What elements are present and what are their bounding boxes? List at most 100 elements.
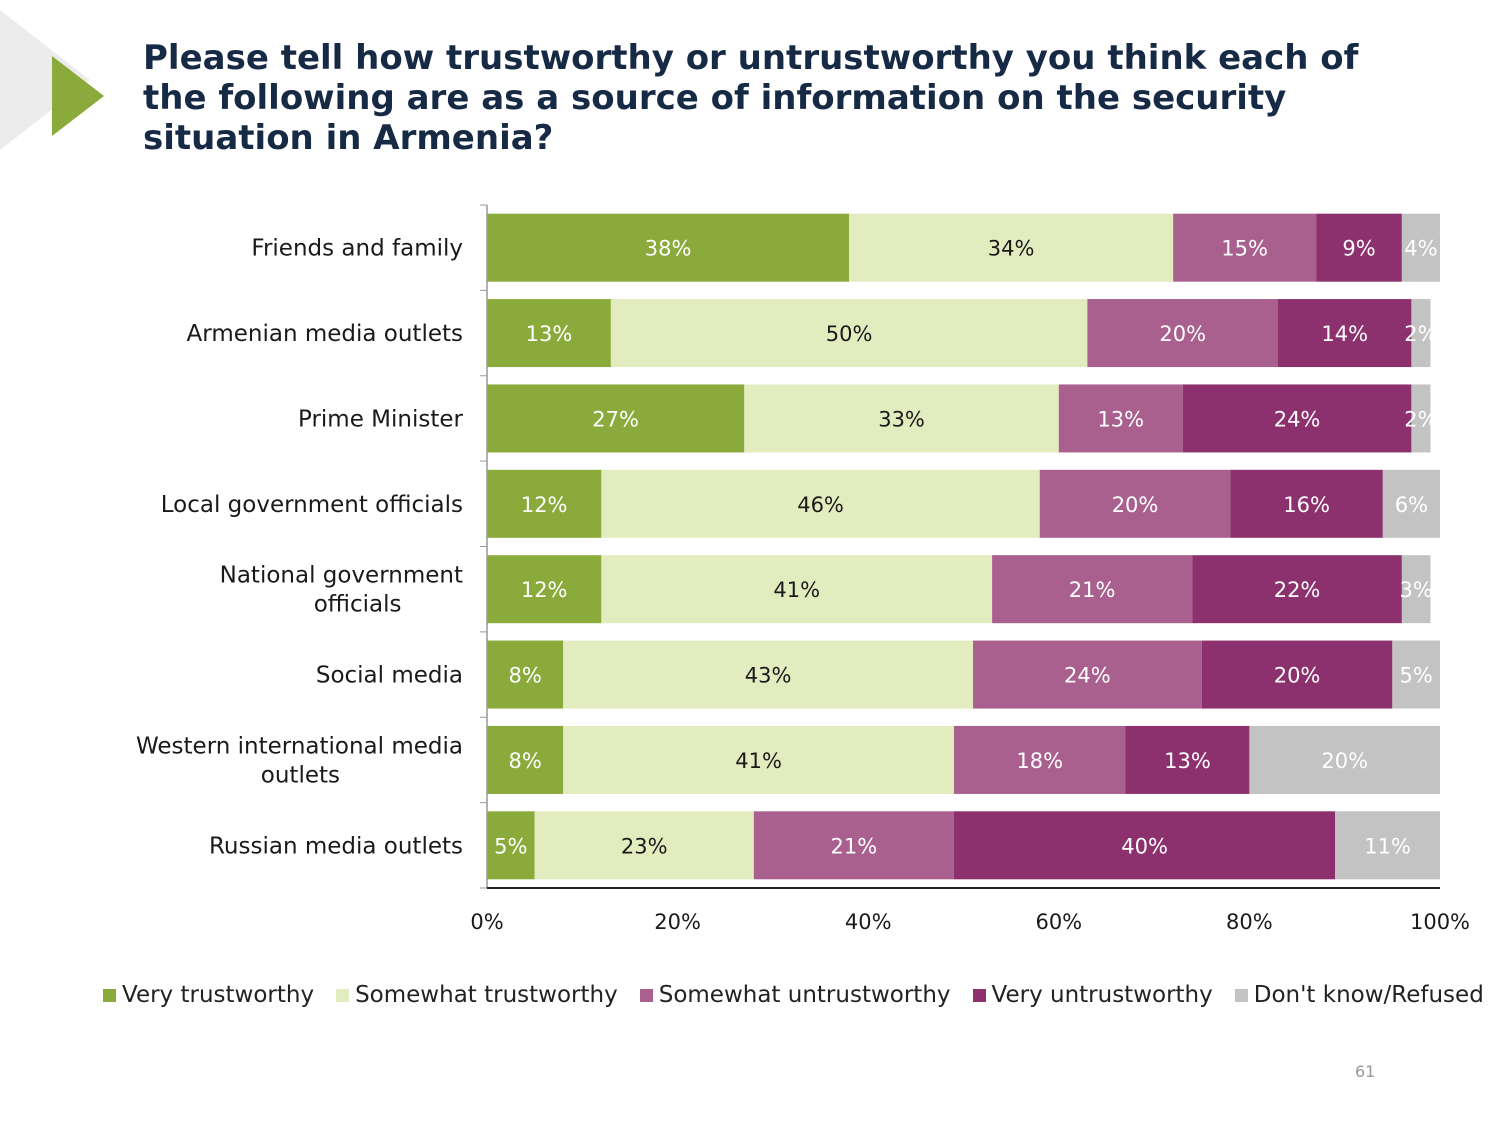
- data-label: 5%: [494, 834, 527, 858]
- bar-segment: [487, 299, 611, 368]
- data-label: 8%: [508, 749, 541, 773]
- x-tick-label: 80%: [1226, 910, 1273, 934]
- legend-label: Very trustworthy: [122, 982, 315, 1008]
- data-label: 13%: [1097, 407, 1144, 431]
- data-label: 18%: [1016, 749, 1063, 773]
- bar-segment: [753, 811, 954, 880]
- data-label: 14%: [1321, 322, 1368, 346]
- bar-segment: [487, 640, 564, 709]
- data-label: 3%: [1400, 578, 1433, 602]
- bar-segment: [1277, 299, 1412, 368]
- bar-segment: [601, 469, 1040, 538]
- bar-segment: [487, 811, 535, 880]
- bar-segment: [1039, 469, 1231, 538]
- chart-title: Please tell how trustworthy or untrustwo…: [143, 38, 1359, 158]
- bar-segment: [1125, 725, 1250, 794]
- legend-swatch: [103, 988, 116, 1002]
- category-label: Western international media: [136, 733, 463, 759]
- legend-label: Somewhat trustworthy: [355, 982, 618, 1008]
- data-label: 21%: [1069, 578, 1116, 602]
- data-label: 5%: [1400, 664, 1433, 688]
- data-label: 40%: [1121, 834, 1168, 858]
- bar-segment: [487, 469, 602, 538]
- data-label: 50%: [826, 322, 873, 346]
- data-label: 20%: [1112, 493, 1159, 517]
- legend-item: Don't know/Refused: [1234, 982, 1484, 1008]
- data-label: 20%: [1274, 664, 1321, 688]
- data-label: 46%: [797, 493, 844, 517]
- bar-segment: [1087, 299, 1278, 368]
- data-label: 22%: [1274, 578, 1321, 602]
- data-label: 12%: [521, 493, 568, 517]
- x-tick-label: 100%: [1410, 910, 1470, 934]
- data-label: 41%: [735, 749, 782, 773]
- legend-item: Somewhat trustworthy: [336, 982, 618, 1008]
- bar-segment: [487, 213, 850, 282]
- data-label: 24%: [1274, 407, 1321, 431]
- category-label: officials: [314, 592, 402, 618]
- legend-swatch: [1234, 988, 1248, 1002]
- data-label: 41%: [773, 578, 820, 602]
- chart-legend: Very trustworthy Somewhat trustworthy Some…: [103, 982, 1484, 1008]
- bar-segment: [744, 384, 1059, 453]
- data-label: 23%: [621, 834, 668, 858]
- bar-segment: [563, 640, 974, 709]
- legend-label: Don't know/Refused: [1253, 982, 1484, 1008]
- bar-segment: [1182, 384, 1412, 453]
- legend-swatch: [639, 988, 653, 1002]
- data-label: 24%: [1064, 664, 1111, 688]
- page-number: 61: [1355, 1062, 1376, 1081]
- bar-segment: [1401, 213, 1440, 282]
- bar-segment: [1173, 213, 1317, 282]
- bar-segment: [610, 299, 1088, 368]
- bar-segment: [487, 725, 564, 794]
- bar-segment: [1201, 640, 1393, 709]
- bar-segment: [1316, 213, 1402, 282]
- category-label: Friends and family: [251, 236, 463, 262]
- bar-segment: [1058, 384, 1183, 453]
- stacked-bar-chart: 38% 34% 15% 9% 4% Friends and family 13% 50% 20%…: [136, 204, 1470, 934]
- data-label: 4%: [1404, 237, 1437, 261]
- category-label: Prime Minister: [298, 406, 464, 432]
- data-label: 43%: [745, 664, 792, 688]
- bar-segment: [1335, 811, 1440, 880]
- bar-segment: [1230, 469, 1383, 538]
- data-label: 20%: [1321, 749, 1368, 773]
- data-label: 2%: [1404, 407, 1437, 431]
- data-label: 8%: [508, 664, 541, 688]
- bar-segment: [1192, 555, 1402, 624]
- data-label: 12%: [521, 578, 568, 602]
- bar-segment: [601, 555, 993, 624]
- bar-segment: [563, 725, 954, 794]
- category-label: National government: [220, 563, 463, 589]
- legend-item: Very untrustworthy: [972, 982, 1213, 1008]
- bar-segment: [487, 555, 602, 624]
- bar-segment: [487, 384, 745, 453]
- legend-item: Somewhat untrustworthy: [639, 982, 951, 1008]
- data-label: 34%: [988, 237, 1035, 261]
- x-tick-label: 40%: [845, 910, 892, 934]
- category-label: outlets: [261, 762, 340, 788]
- category-label: Local government officials: [161, 492, 463, 518]
- bar-segment: [534, 811, 754, 880]
- bar-segment: [1411, 299, 1431, 368]
- data-label: 16%: [1283, 493, 1330, 517]
- legend-label: Somewhat untrustworthy: [658, 982, 951, 1008]
- data-label: 11%: [1364, 834, 1411, 858]
- bar-segment: [1382, 469, 1440, 538]
- bar-segment: [1392, 640, 1440, 709]
- bar-segment: [953, 811, 1336, 880]
- data-label: 6%: [1395, 493, 1428, 517]
- bar-segment: [1401, 555, 1431, 624]
- data-label: 2%: [1404, 322, 1437, 346]
- data-label: 13%: [526, 322, 573, 346]
- data-label: 21%: [831, 834, 878, 858]
- data-label: 27%: [592, 407, 639, 431]
- x-tick-label: 60%: [1035, 910, 1082, 934]
- bar-segment: [953, 725, 1126, 794]
- data-label: 13%: [1164, 749, 1211, 773]
- bar-segment: [992, 555, 1193, 624]
- bar-segment: [1249, 725, 1440, 794]
- category-label: Armenian media outlets: [187, 321, 463, 347]
- data-label: 9%: [1342, 237, 1375, 261]
